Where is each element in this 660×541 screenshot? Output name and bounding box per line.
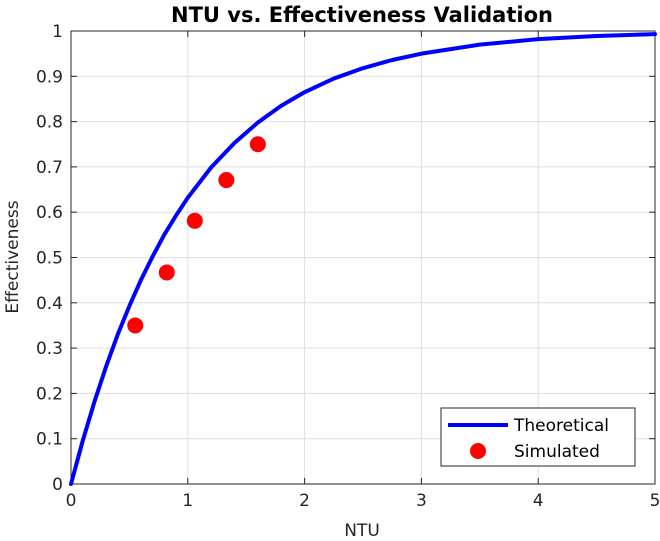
x-axis: 0 1 2 3 4 5 — [66, 31, 660, 511]
data-point-simulated — [127, 317, 144, 334]
series-layer — [69, 32, 657, 486]
x-tick-label: 3 — [416, 491, 427, 511]
x-tick-label: 4 — [533, 491, 544, 511]
legend-label-theoretical: Theoretical — [513, 416, 609, 436]
legend: Theoretical Simulated — [440, 407, 636, 467]
y-tick-label: 0.1 — [36, 430, 63, 450]
legend-marker-simulated — [470, 443, 486, 459]
data-point-simulated — [186, 212, 203, 229]
x-tick-label: 0 — [66, 491, 77, 511]
x-axis-label: NTU — [344, 521, 380, 541]
y-tick-label: 0 — [52, 475, 63, 495]
data-point-simulated — [249, 136, 266, 153]
x-tick-label: 2 — [299, 491, 310, 511]
x-tick-label: 5 — [650, 491, 660, 511]
grid — [70, 30, 656, 485]
x-tick-label: 1 — [182, 491, 193, 511]
y-tick-label: 0.9 — [36, 67, 63, 87]
y-tick-label: 1 — [52, 22, 63, 42]
data-point-simulated — [218, 172, 235, 189]
series-line-theoretical — [69, 32, 657, 486]
y-axis: 0 0.1 0.2 0.3 0.4 0.5 0.6 0.7 0.8 0.9 1 — [36, 22, 655, 495]
legend-label-simulated: Simulated — [514, 442, 600, 462]
data-point-simulated — [158, 264, 175, 281]
y-tick-label: 0.6 — [36, 203, 63, 223]
y-tick-label: 0.5 — [36, 249, 63, 269]
y-tick-label: 0.4 — [36, 294, 63, 314]
y-axis-label: Effectiveness — [3, 200, 23, 313]
y-tick-label: 0.3 — [36, 339, 63, 359]
y-tick-label: 0.8 — [36, 113, 63, 133]
chart-title: NTU vs. Effectiveness Validation — [171, 3, 553, 27]
y-tick-label: 0.7 — [36, 158, 63, 178]
y-tick-label: 0.2 — [36, 384, 63, 404]
